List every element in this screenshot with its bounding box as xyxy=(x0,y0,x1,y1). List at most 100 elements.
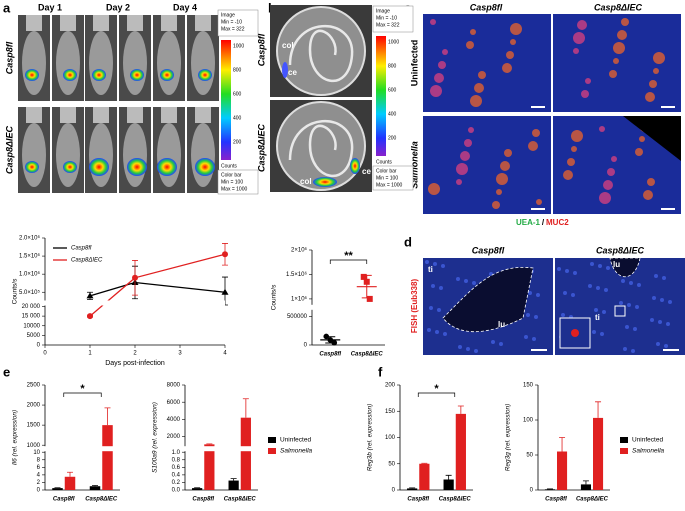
error-bar xyxy=(421,462,428,464)
colorbar-tick: 200 xyxy=(233,139,242,145)
y-tick-label: 2000 xyxy=(27,403,41,409)
y-tick-label: 0.8 xyxy=(172,457,181,463)
nucleus xyxy=(439,286,443,290)
stain-spot xyxy=(573,32,585,44)
colorbar-tick: 800 xyxy=(388,63,397,69)
nucleus xyxy=(654,274,658,278)
significance-bracket xyxy=(63,392,102,397)
colorbar-tick: 400 xyxy=(388,111,397,117)
organ-label: col xyxy=(282,41,294,50)
series-line xyxy=(89,281,226,297)
x-tick-label: 2 xyxy=(133,351,137,357)
y-tick-label: 1.5×10⁶ xyxy=(286,271,308,278)
error-bar xyxy=(230,478,237,481)
stain-spot xyxy=(456,179,462,185)
stain-spot xyxy=(567,158,575,166)
axis-break xyxy=(308,304,385,310)
stain-spot xyxy=(571,146,577,152)
significance-bracket xyxy=(329,259,368,264)
point xyxy=(86,292,94,299)
stain-spot xyxy=(577,20,587,30)
info-text: Min = -10 xyxy=(221,19,242,25)
bar xyxy=(228,480,239,490)
panel-label: a xyxy=(3,0,11,15)
y-tick-label: 1500 xyxy=(27,423,41,429)
legend-label: Casp8fl xyxy=(71,246,92,252)
nucleus xyxy=(565,269,569,273)
nucleus xyxy=(606,266,610,270)
y-tick-label: 8000 xyxy=(167,383,181,389)
y-tick-label: 5000 xyxy=(27,333,41,339)
stain-spot xyxy=(464,139,472,147)
stain-spot xyxy=(647,178,655,186)
stain-spot xyxy=(474,83,484,93)
x-tick-label: Casp8ΔIEC xyxy=(576,497,609,503)
nucleus xyxy=(621,279,625,283)
nucleus xyxy=(532,337,536,341)
x-axis-label: Days post-infection xyxy=(105,360,165,367)
nucleus xyxy=(627,303,631,307)
nucleus xyxy=(499,342,503,346)
nucleus xyxy=(571,293,575,297)
nucleus xyxy=(524,335,528,339)
point xyxy=(360,273,367,280)
stain-spot xyxy=(502,63,512,73)
nucleus xyxy=(658,320,662,324)
nose-cone xyxy=(93,107,109,123)
y-tick-label: 1×10⁶ xyxy=(291,295,308,302)
legend-swatch xyxy=(268,437,276,443)
colorbar-tick: 200 xyxy=(388,135,397,141)
axis-break xyxy=(41,446,120,452)
y-tick-label: 50 xyxy=(526,453,533,459)
mouse-body xyxy=(56,31,80,95)
day-label: Day 4 xyxy=(173,2,197,12)
stain-spot xyxy=(528,141,538,151)
signal xyxy=(92,69,106,81)
organ-label: ce xyxy=(362,167,371,176)
stain-spot xyxy=(470,95,482,107)
y-axis-label: Counts/s xyxy=(12,278,19,304)
nose-cone xyxy=(161,107,177,123)
colorbar-tick: 800 xyxy=(233,67,242,73)
signal xyxy=(195,158,215,176)
stain-spot xyxy=(478,71,486,79)
nucleus xyxy=(656,342,660,346)
signal xyxy=(89,158,109,176)
nucleus xyxy=(652,296,656,300)
y-axis-label: Il6 (rel. expression) xyxy=(12,410,19,465)
mouse-body xyxy=(157,123,181,187)
y-tick-label: 0.0 xyxy=(172,488,181,494)
y-tick-label: 4 xyxy=(37,472,41,478)
x-tick-label: Casp8fl xyxy=(545,497,567,503)
y-tick-label: 2×10⁶ xyxy=(291,247,308,254)
x-tick-label: Casp8ΔIEC xyxy=(351,352,384,358)
stain-spot xyxy=(635,148,643,156)
info-text: Max = 322 xyxy=(376,22,400,28)
stain-spot xyxy=(607,168,615,176)
nucleus xyxy=(563,291,567,295)
stain-spot xyxy=(428,183,440,195)
mouse-body xyxy=(89,123,113,187)
error-bar xyxy=(104,407,111,426)
x-tick-label: 3 xyxy=(178,351,182,357)
y-tick-label: 0.4 xyxy=(172,472,181,478)
info-box xyxy=(217,169,259,195)
nucleus xyxy=(528,291,532,295)
error-bar xyxy=(325,336,336,344)
y-tick-label: 2500 xyxy=(27,383,41,389)
day-label: Day 1 xyxy=(38,2,62,12)
lumen xyxy=(623,116,681,161)
x-tick-label: 4 xyxy=(223,351,227,357)
stain-spot xyxy=(506,51,514,59)
legend-swatch xyxy=(620,437,628,443)
stain-label: / xyxy=(542,218,545,227)
stain-label: FISH (Eub338) xyxy=(410,279,419,334)
y-tick-label: 0.2 xyxy=(172,480,181,486)
nucleus xyxy=(635,305,639,309)
stain-spot xyxy=(456,163,468,175)
stain-spot xyxy=(438,61,446,69)
y-tick-label: 150 xyxy=(523,383,534,389)
error-bar xyxy=(361,274,372,299)
colorbar-unit: Counts xyxy=(376,159,392,165)
